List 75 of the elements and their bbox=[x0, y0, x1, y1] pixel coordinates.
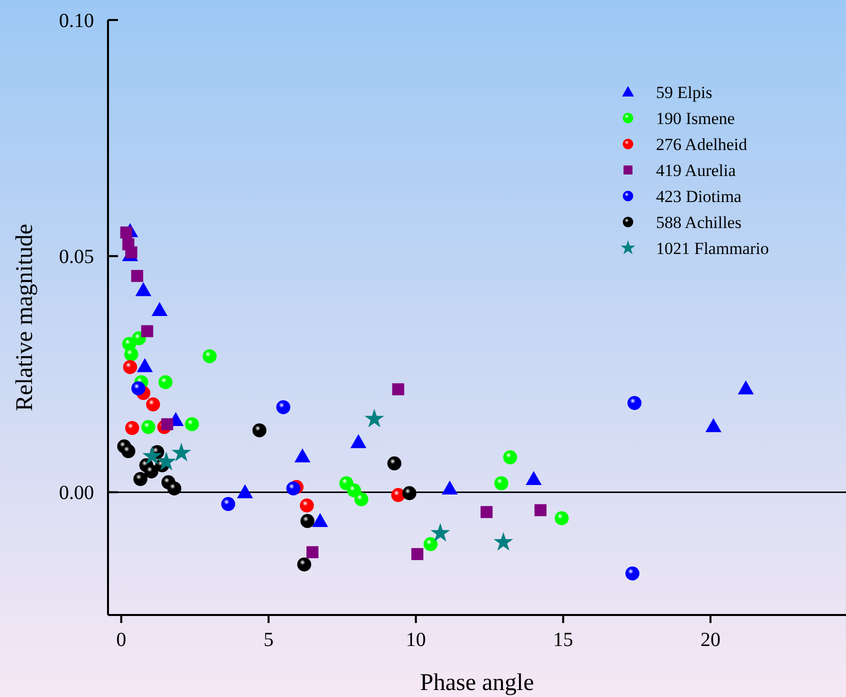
point bbox=[161, 418, 174, 430]
point bbox=[142, 446, 162, 465]
point bbox=[297, 557, 312, 572]
point bbox=[364, 408, 384, 428]
legend-label: 423 Diotima bbox=[656, 186, 742, 206]
x-axis-title: Phase angle bbox=[420, 670, 534, 696]
point bbox=[503, 450, 518, 464]
point bbox=[391, 488, 406, 502]
point bbox=[276, 400, 290, 414]
point bbox=[480, 506, 493, 518]
point bbox=[135, 282, 152, 296]
legend-label: 419 Aurelia bbox=[656, 160, 736, 180]
point bbox=[131, 381, 146, 396]
point bbox=[442, 480, 458, 494]
legend-label: 190 Ismene bbox=[656, 108, 735, 128]
point bbox=[252, 423, 266, 438]
point bbox=[152, 302, 168, 316]
point bbox=[424, 537, 438, 552]
point bbox=[123, 360, 138, 374]
point bbox=[120, 226, 132, 238]
point bbox=[402, 486, 416, 500]
point bbox=[158, 375, 172, 390]
point bbox=[494, 476, 508, 490]
point bbox=[312, 513, 328, 528]
x-tick-label: 20 bbox=[700, 629, 720, 651]
point bbox=[354, 492, 368, 506]
point bbox=[387, 456, 402, 470]
point bbox=[144, 464, 158, 478]
point bbox=[141, 420, 156, 434]
point bbox=[392, 383, 404, 396]
point bbox=[236, 484, 253, 498]
x-tick-label: 10 bbox=[406, 629, 426, 651]
point bbox=[430, 522, 450, 542]
point bbox=[286, 481, 300, 496]
point bbox=[625, 566, 640, 580]
legend-label: 59 Elpis bbox=[656, 82, 712, 102]
legend-label: 276 Adelheid bbox=[656, 134, 748, 154]
point bbox=[184, 417, 199, 432]
point bbox=[121, 444, 136, 458]
point bbox=[146, 397, 160, 412]
point bbox=[705, 418, 722, 432]
legend-label: 588 Achilles bbox=[656, 212, 742, 232]
point bbox=[534, 504, 546, 516]
point bbox=[306, 546, 318, 558]
point bbox=[554, 511, 569, 526]
point bbox=[627, 396, 642, 410]
x-tick-label: 0 bbox=[116, 629, 126, 651]
point bbox=[300, 498, 314, 512]
point bbox=[125, 421, 140, 435]
point bbox=[221, 497, 236, 512]
y-axis-title: Relative magnitude bbox=[12, 224, 38, 412]
point bbox=[347, 483, 361, 498]
point bbox=[156, 452, 176, 470]
point bbox=[167, 481, 182, 496]
point bbox=[172, 442, 192, 462]
point bbox=[131, 270, 144, 282]
point bbox=[133, 472, 148, 486]
point bbox=[136, 358, 153, 372]
y-tick-label: 0.10 bbox=[59, 10, 94, 32]
x-tick-label: 15 bbox=[553, 629, 574, 651]
point bbox=[300, 514, 314, 528]
point bbox=[526, 471, 542, 485]
point bbox=[202, 349, 217, 364]
y-tick-label: 0.00 bbox=[59, 482, 94, 504]
point bbox=[738, 380, 754, 394]
point bbox=[350, 434, 366, 448]
point bbox=[294, 448, 310, 462]
y-tick-label: 0.05 bbox=[59, 246, 94, 268]
point bbox=[141, 325, 154, 338]
point bbox=[124, 347, 138, 362]
x-tick-label: 5 bbox=[264, 629, 274, 651]
point bbox=[494, 532, 514, 551]
point bbox=[125, 246, 138, 258]
legend-label: 1021 Flammario bbox=[656, 238, 769, 258]
point bbox=[411, 548, 424, 560]
